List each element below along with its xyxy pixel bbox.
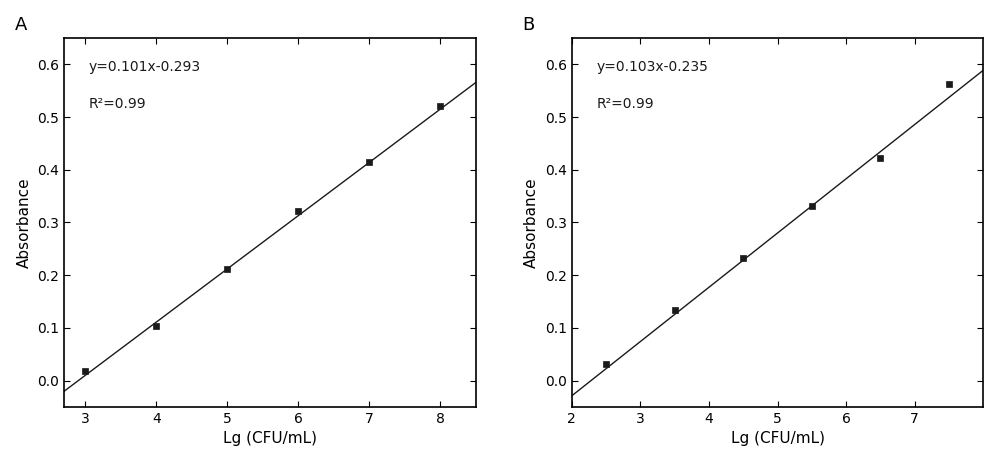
Point: [735, 254, 751, 262]
Text: R²=0.99: R²=0.99: [89, 97, 146, 111]
Point: [432, 102, 448, 110]
Text: B: B: [522, 16, 535, 34]
Point: [290, 208, 306, 215]
Point: [804, 202, 820, 209]
Point: [598, 360, 614, 368]
Text: R²=0.99: R²=0.99: [596, 97, 654, 111]
Point: [148, 322, 164, 330]
X-axis label: Lg (CFU/mL): Lg (CFU/mL): [731, 432, 825, 446]
Point: [361, 159, 377, 166]
X-axis label: Lg (CFU/mL): Lg (CFU/mL): [223, 432, 317, 446]
Text: y=0.101x-0.293: y=0.101x-0.293: [89, 60, 201, 74]
Point: [219, 265, 235, 273]
Point: [941, 80, 957, 88]
Y-axis label: Absorbance: Absorbance: [524, 177, 539, 268]
Point: [77, 367, 93, 375]
Point: [872, 155, 888, 162]
Point: [667, 307, 683, 314]
Y-axis label: Absorbance: Absorbance: [17, 177, 32, 268]
Text: y=0.103x-0.235: y=0.103x-0.235: [596, 60, 708, 74]
Text: A: A: [15, 16, 27, 34]
